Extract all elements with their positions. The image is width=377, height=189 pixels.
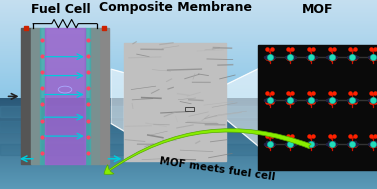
Text: MOF meets fuel cell: MOF meets fuel cell [158,156,275,182]
Bar [90,28,99,164]
Bar [0,121,377,132]
Bar [124,43,226,161]
Text: Composite Membrane: Composite Membrane [99,1,252,14]
Bar [45,28,85,164]
FancyArrowPatch shape [104,129,311,174]
Bar [185,107,194,112]
Text: Fuel Cell: Fuel Cell [31,3,91,16]
Bar [99,28,109,164]
Bar [0,144,377,155]
Bar [258,45,377,170]
Bar [21,28,31,164]
Bar [0,106,377,117]
Bar [85,28,90,164]
Bar [40,28,45,164]
Text: MOF: MOF [302,3,333,16]
Polygon shape [111,69,124,131]
Polygon shape [226,68,260,148]
Bar [31,28,40,164]
